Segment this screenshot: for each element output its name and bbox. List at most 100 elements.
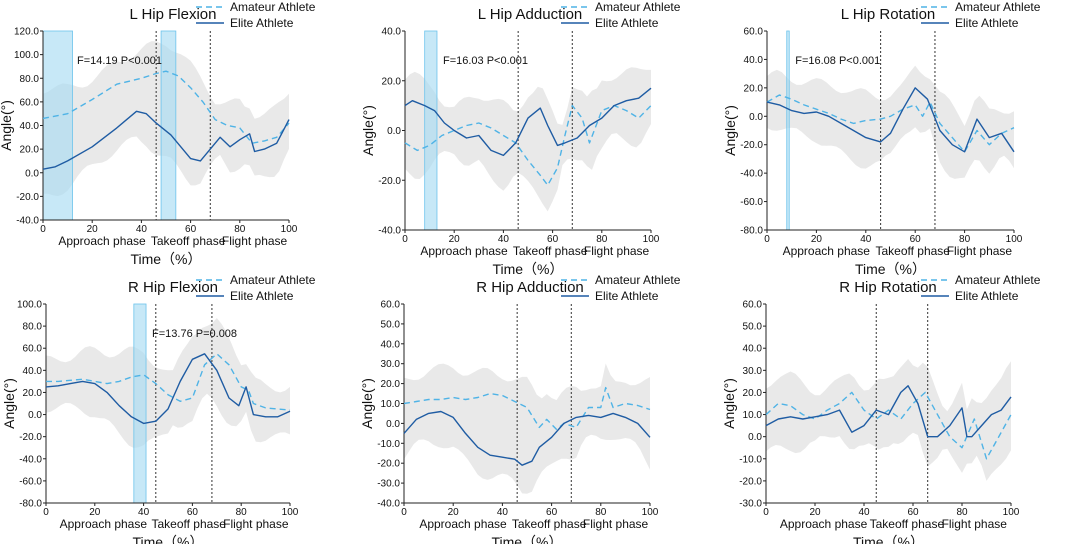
y-tick-label: 80.0 <box>20 74 40 85</box>
y-tick-label: 0.0 <box>28 410 42 421</box>
x-tick-label: 40 <box>497 507 509 518</box>
y-tick-label: -80.0 <box>740 226 763 237</box>
y-tick-label: 20.0 <box>744 83 764 94</box>
y-tick-label: -60.0 <box>740 197 763 208</box>
phase-label: Flight phase <box>942 517 1008 531</box>
x-tick-label: 100 <box>1006 234 1023 245</box>
y-tick-label: 30.0 <box>743 366 763 377</box>
legend-amateur-label: Amateur Athlete <box>595 273 681 287</box>
phase-label: Takeoff phase <box>513 244 588 258</box>
y-tick-label: 40.0 <box>382 27 402 38</box>
y-tick-label: 100.0 <box>17 300 42 311</box>
y-tick-label: 30.0 <box>381 359 401 370</box>
panel-title: R Hip Adduction <box>476 279 584 296</box>
amateur-series-line <box>42 70 290 144</box>
y-tick-label: 60.0 <box>381 300 401 311</box>
y-tick-label: 100.0 <box>14 50 39 61</box>
y-tick-label: -20.0 <box>16 192 39 203</box>
stat-annotation: F=16.03 P<0.001 <box>443 55 528 67</box>
y-tick-label: 40.0 <box>381 339 401 350</box>
elite-series-line <box>766 87 1015 153</box>
x-tick-label: 100 <box>643 234 660 245</box>
y-tick-label: -20.0 <box>378 176 401 187</box>
y-axis-label: Angle(°) <box>1 378 17 429</box>
y-tick-label: -30.0 <box>377 479 400 490</box>
y-tick-label: 0.0 <box>749 112 763 123</box>
y-axis-label: Angle(°) <box>722 105 738 156</box>
elite-series-line <box>403 410 651 466</box>
variability-band <box>767 65 1014 179</box>
x-tick-label: 80 <box>596 234 608 245</box>
significance-band <box>160 30 177 221</box>
amateur-series-line <box>765 391 1012 460</box>
y-axis-label: Angle(°) <box>721 378 737 429</box>
y-tick-label: -20.0 <box>377 459 400 470</box>
panel-title: L Hip Rotation <box>841 6 936 23</box>
panel-5: -40.0 -30.0 -20.0 -10.0 0.0 10.0 20.0 30.0 40.0 5… <box>359 273 681 544</box>
phase-label: Approach phase <box>780 517 868 531</box>
variability-band <box>405 67 651 212</box>
y-tick-label: 40.0 <box>743 344 763 355</box>
phase-label: Approach phase <box>419 517 507 531</box>
y-tick-label: 60.0 <box>20 97 40 108</box>
x-tick-label: 0 <box>40 224 46 235</box>
x-tick-label: 80 <box>956 507 968 518</box>
x-axis-label: Time（%） <box>132 534 203 544</box>
y-tick-label: -20.0 <box>740 140 763 151</box>
x-tick-label: 40 <box>860 234 872 245</box>
legend-elite-label: Elite Athlete <box>955 289 1019 303</box>
x-tick-label: 100 <box>642 507 659 518</box>
x-tick-label: 80 <box>234 224 246 235</box>
panel-4: -80.0 -60.0 -40.0 -20.0 0.0 20.0 40.0 60.0 80.0 1… <box>1 273 316 544</box>
x-tick-label: 60 <box>907 507 919 518</box>
y-tick-label: 20.0 <box>382 76 402 87</box>
y-tick-label: -40.0 <box>740 169 763 180</box>
y-tick-label: 0.0 <box>25 168 39 179</box>
amateur-series-line <box>46 353 291 411</box>
legend-amateur-label: Amateur Athlete <box>955 0 1041 14</box>
panel-title: R Hip Rotation <box>839 279 937 296</box>
x-tick-label: 60 <box>547 234 559 245</box>
phase-label: Flight phase <box>584 244 650 258</box>
x-tick-label: 100 <box>1003 507 1020 518</box>
x-tick-label: 100 <box>282 507 299 518</box>
panel-title: L Hip Adduction <box>478 6 583 23</box>
significance-band <box>42 30 73 221</box>
y-tick-label: 50.0 <box>381 319 401 330</box>
y-tick-label: 80.0 <box>23 322 43 333</box>
x-tick-label: 60 <box>185 224 197 235</box>
variability-band <box>404 363 650 494</box>
y-axis-label: Angle(°) <box>360 105 376 156</box>
y-axis-label: Angle(°) <box>359 378 375 429</box>
significance-band <box>133 303 147 504</box>
panel-title: R Hip Flexion <box>128 279 218 296</box>
x-axis-label: Time（%） <box>855 261 926 277</box>
y-tick-label: 60.0 <box>744 27 764 38</box>
legend-elite-label: Elite Athlete <box>955 16 1019 30</box>
x-tick-label: 40 <box>136 224 148 235</box>
x-tick-label: 0 <box>402 234 408 245</box>
x-tick-label: 20 <box>811 234 823 245</box>
elite-series-line <box>765 385 1012 438</box>
y-tick-label: 60.0 <box>23 344 43 355</box>
stat-annotation: F=16.08 P<0.001 <box>795 55 880 67</box>
x-axis-label: Time（%） <box>130 251 201 267</box>
y-tick-label: -10.0 <box>739 454 762 465</box>
panel-3: -80.0 -60.0 -40.0 -20.0 0.0 20.0 40.0 60.0 0 20 40… <box>722 0 1041 277</box>
y-tick-label: -10.0 <box>377 439 400 450</box>
phase-label: Approach phase <box>420 244 508 258</box>
amateur-series-line <box>766 94 1015 153</box>
y-tick-label: 0.0 <box>386 419 400 430</box>
significance-band <box>424 30 438 231</box>
phase-label: Approach phase <box>58 234 146 248</box>
y-axis-label: Angle(°) <box>0 100 14 151</box>
x-tick-label: 0 <box>43 507 49 518</box>
y-tick-label: -30.0 <box>739 499 762 510</box>
x-tick-label: 80 <box>595 507 607 518</box>
legend-amateur-label: Amateur Athlete <box>230 273 316 287</box>
significance-band <box>786 30 790 231</box>
amateur-series-line <box>404 104 652 186</box>
y-tick-label: 0.0 <box>387 126 401 137</box>
panel-title: L Hip Flexion <box>130 6 217 23</box>
y-tick-label: 20.0 <box>381 379 401 390</box>
